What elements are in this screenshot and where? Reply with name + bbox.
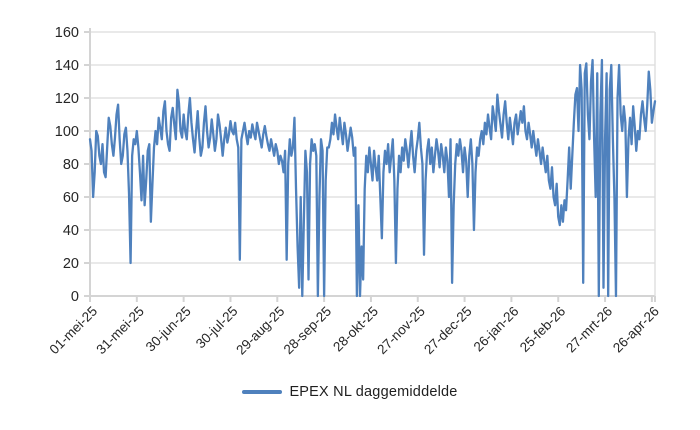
y-axis-tick-label: 20: [63, 256, 79, 272]
x-axis-tick-label: 29-aug-25: [233, 304, 287, 358]
y-axis-tick-label: 140: [55, 58, 79, 74]
x-axis-tick-label: 27-nov-25: [374, 304, 428, 358]
x-axis-tick-label: 26-apr-26: [610, 304, 662, 356]
x-axis-tick-label: 01-mei-25: [47, 304, 101, 358]
legend-line-swatch: [242, 390, 283, 394]
x-axis-tick-label: 26-jan-26: [471, 304, 522, 355]
chart-legend: EPEX NL daggemiddelde: [0, 384, 700, 400]
x-axis-tick-label: 25-feb-26: [517, 304, 568, 355]
x-axis-tick-label: 28-sep-25: [281, 304, 335, 358]
y-axis-tick-label: 0: [71, 289, 79, 305]
x-axis-tick-label: 27-mrt-26: [563, 304, 615, 356]
y-axis-tick-label: 100: [55, 124, 79, 140]
y-axis-tick-label: 80: [63, 157, 79, 173]
legend-series-label: EPEX NL daggemiddelde: [289, 384, 458, 400]
y-axis-tick-label: 160: [55, 25, 79, 41]
x-axis-tick-label: 27-dec-25: [421, 304, 475, 358]
x-axis-tick-label: 31-mei-25: [93, 304, 147, 358]
y-axis-tick-label: 40: [63, 223, 79, 239]
x-axis-tick-label: 30-jul-25: [193, 304, 241, 352]
series-line-epex-nl: [88, 58, 657, 298]
y-axis-tick-label: 120: [55, 91, 79, 107]
x-axis-tick-label: 30-jun-25: [143, 304, 194, 355]
y-axis-tick-label: 60: [63, 190, 79, 206]
